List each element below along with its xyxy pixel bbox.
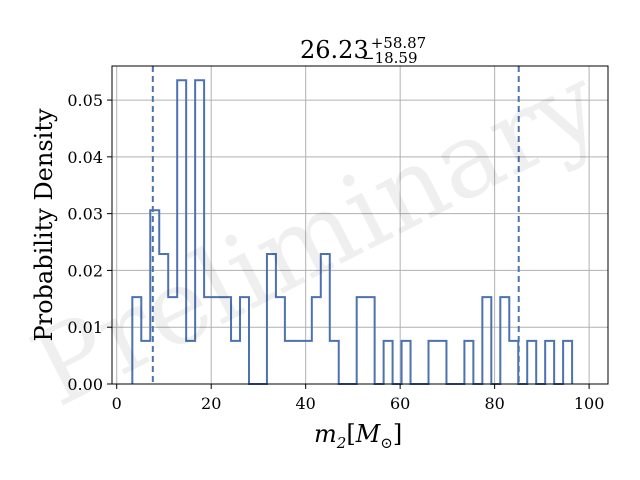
histogram-bin	[366, 297, 375, 384]
histogram-bin	[429, 341, 438, 384]
histogram-bin	[527, 341, 536, 384]
y-axis-label: Probability Density	[30, 108, 58, 342]
x-tick-label: 80	[484, 394, 504, 413]
y-tick-label: 0.03	[67, 205, 103, 224]
histogram-bin	[357, 297, 366, 384]
histogram-bin	[294, 341, 303, 384]
x-axis-ticks: 0 20 40 60 80 100	[112, 384, 605, 413]
y-axis-ticks: 0.00 0.01 0.02 0.03 0.04 0.05	[67, 91, 112, 394]
histogram-bin	[563, 341, 572, 384]
y-tick-label: 0.00	[67, 375, 103, 394]
histogram-bin	[384, 341, 393, 384]
x-tick-label: 0	[112, 394, 122, 413]
title-lower-error: −18.59	[362, 49, 418, 67]
x-tick-label: 20	[201, 394, 221, 413]
x-tick-label: 60	[390, 394, 410, 413]
y-tick-label: 0.02	[67, 261, 103, 280]
histogram-bin	[509, 341, 518, 384]
x-tick-label: 40	[295, 394, 315, 413]
x-axis-label: m2[M⊙]	[314, 420, 402, 452]
y-tick-label: 0.04	[67, 148, 103, 167]
histogram-bin	[482, 297, 491, 384]
histogram-bin	[312, 297, 321, 384]
credible-interval-lines	[151, 66, 520, 384]
y-tick-label: 0.01	[67, 318, 103, 337]
chart-title: 26.23 +58.87	[300, 34, 426, 64]
x-tick-label: 100	[574, 394, 605, 413]
histogram-series	[131, 79, 574, 385]
histogram-bin	[464, 341, 473, 384]
histogram-bin	[500, 297, 509, 384]
y-tick-label: 0.05	[67, 91, 103, 110]
title-upper-error: +58.87	[371, 34, 427, 52]
histogram-step-line	[131, 79, 574, 385]
histogram-bin	[437, 341, 446, 384]
histogram-bin	[545, 341, 554, 384]
histogram-bin	[231, 341, 240, 384]
histogram-bin	[330, 341, 339, 384]
histogram-bin	[285, 341, 294, 384]
title-value: 26.23	[300, 36, 369, 64]
histogram-bin	[402, 341, 411, 384]
histogram-bin	[303, 341, 312, 384]
plot-frame	[111, 65, 609, 385]
